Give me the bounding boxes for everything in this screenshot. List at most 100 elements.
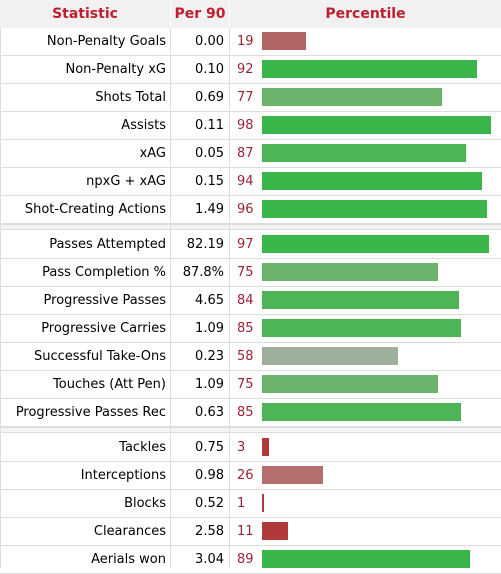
per90-value: 1.49: [195, 202, 224, 217]
percentile-value: 19: [237, 34, 254, 49]
header-statistic[interactable]: Statistic: [52, 6, 118, 22]
table-row: Tackles 0.75 3: [0, 434, 501, 462]
stat-name: Progressive Passes Rec: [15, 405, 166, 420]
percentile-value: 58: [237, 349, 254, 364]
percentile-bar: [262, 319, 461, 337]
per90-value: 0.23: [195, 349, 224, 364]
stat-name: Non-Penalty xG: [65, 62, 167, 77]
percentile-bar: [262, 172, 482, 190]
stat-name: xAG: [139, 146, 166, 161]
percentile-bar: [262, 403, 461, 421]
table-row: Progressive Carries 1.09 85: [0, 315, 501, 343]
percentile-value: 92: [237, 62, 254, 77]
stat-name: Passes Attempted: [49, 237, 166, 252]
table-row: Touches (Att Pen) 1.09 75: [0, 371, 501, 399]
percentile-bar: [262, 235, 489, 253]
percentile-value: 3: [237, 440, 246, 455]
per90-value: 1.09: [195, 377, 224, 392]
table-row: xAG 0.05 87: [0, 140, 501, 168]
percentile-value: 11: [237, 524, 254, 539]
header-percentile[interactable]: Percentile: [325, 6, 406, 22]
percentile-value: 96: [237, 202, 254, 217]
table-row: Non-Penalty Goals 0.00 19: [0, 28, 501, 56]
per90-value: 2.58: [195, 524, 224, 539]
percentile-value: 85: [237, 405, 254, 420]
stat-name: Touches (Att Pen): [53, 377, 166, 392]
stat-name: npxG + xAG: [86, 174, 166, 189]
per90-value: 4.65: [195, 293, 224, 308]
percentile-bar: [262, 494, 264, 512]
table-row: Blocks 0.52 1: [0, 490, 501, 518]
percentile-bar: [262, 438, 269, 456]
percentile-value: 75: [237, 265, 254, 280]
table-header: Statistic Per 90 Percentile: [0, 0, 501, 28]
table-row: Assists 0.11 98: [0, 112, 501, 140]
per90-value: 0.10: [195, 62, 224, 77]
percentile-bar: [262, 263, 438, 281]
per90-value: 3.04: [195, 552, 224, 567]
percentile-bar: [262, 550, 470, 568]
percentile-value: 84: [237, 293, 254, 308]
percentile-value: 87: [237, 146, 254, 161]
table-row: Pass Completion % 87.8% 75: [0, 259, 501, 287]
per90-value: 0.00: [195, 34, 224, 49]
group-separator: [0, 427, 501, 433]
table-row: Passes Attempted 82.19 97: [0, 231, 501, 259]
stat-name: Blocks: [124, 496, 166, 511]
stat-name: Aerials won: [91, 552, 166, 567]
per90-value: 0.75: [195, 440, 224, 455]
stat-name: Non-Penalty Goals: [46, 34, 166, 49]
percentile-bar: [262, 144, 466, 162]
percentile-bar: [262, 88, 442, 106]
stat-name: Progressive Passes: [43, 293, 166, 308]
stat-name: Shots Total: [95, 90, 166, 105]
percentile-value: 98: [237, 118, 254, 133]
percentile-bar: [262, 200, 487, 218]
table-row: Successful Take-Ons 0.23 58: [0, 343, 501, 371]
percentile-bar: [262, 522, 288, 540]
header-per90[interactable]: Per 90: [174, 6, 226, 22]
table-row: Progressive Passes 4.65 84: [0, 287, 501, 315]
group-separator: [0, 224, 501, 230]
per90-value: 0.98: [195, 468, 224, 483]
stat-name: Progressive Carries: [41, 321, 166, 336]
table-row: Non-Penalty xG 0.10 92: [0, 56, 501, 84]
per90-value: 82.19: [186, 237, 224, 252]
column-divider: [0, 28, 1, 568]
percentile-value: 75: [237, 377, 254, 392]
percentile-value: 85: [237, 321, 254, 336]
column-divider: [170, 28, 171, 568]
percentile-value: 26: [237, 468, 254, 483]
stat-name: Pass Completion %: [42, 265, 166, 280]
stat-name: Clearances: [93, 524, 166, 539]
percentile-value: 94: [237, 174, 254, 189]
per90-value: 0.69: [195, 90, 224, 105]
stat-name: Interceptions: [80, 468, 166, 483]
stat-name: Tackles: [119, 440, 166, 455]
percentile-value: 97: [237, 237, 254, 252]
table-row: Shot-Creating Actions 1.49 96: [0, 196, 501, 224]
per90-value: 0.15: [195, 174, 224, 189]
table-row: Clearances 2.58 11: [0, 518, 501, 546]
per90-value: 0.52: [195, 496, 224, 511]
per90-value: 0.63: [195, 405, 224, 420]
per90-value: 0.11: [195, 118, 224, 133]
stat-name: Successful Take-Ons: [33, 349, 166, 364]
percentile-bar: [262, 60, 477, 78]
percentile-bar: [262, 32, 306, 50]
table-row: npxG + xAG 0.15 94: [0, 168, 501, 196]
per90-value: 1.09: [195, 321, 224, 336]
percentile-value: 77: [237, 90, 254, 105]
percentile-bar: [262, 466, 323, 484]
percentile-bar: [262, 347, 398, 365]
table-row: Interceptions 0.98 26: [0, 462, 501, 490]
percentile-bar: [262, 375, 438, 393]
stat-name: Assists: [121, 118, 166, 133]
table-row: Aerials won 3.04 89: [0, 546, 501, 574]
table-row: Progressive Passes Rec 0.63 85: [0, 399, 501, 427]
per90-value: 0.05: [195, 146, 224, 161]
per90-value: 87.8%: [182, 265, 224, 280]
percentile-value: 1: [237, 496, 246, 511]
column-divider: [229, 28, 230, 568]
table-row: Shots Total 0.69 77: [0, 84, 501, 112]
